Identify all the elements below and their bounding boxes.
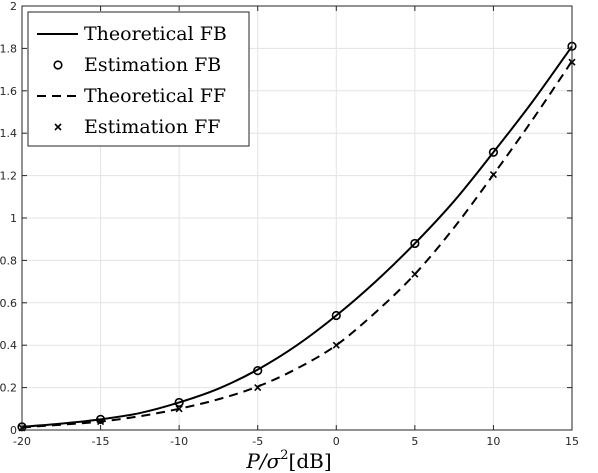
data-point-x-stroke (54, 123, 62, 131)
x-tick-label: 10 (486, 435, 500, 448)
legend-item: Theoretical FB (37, 23, 227, 45)
grid (21, 5, 573, 431)
legend-label: Theoretical FF (84, 85, 226, 107)
data-point-circle (53, 60, 63, 70)
tick-labels: -20 -15 -10 -5 0 5 10 15 0 0.2 0.4 0.6 0.8 1 1.2 1.4 1.6… (0, 0, 579, 448)
x-tick-label: -10 (170, 435, 188, 448)
y-tick-label: 0.2 (0, 382, 17, 395)
y-tick-label: 2 (10, 0, 17, 13)
data-point-x (332, 341, 340, 349)
legend-label: Estimation FB (84, 54, 221, 76)
data-point-x (54, 123, 62, 131)
data-point-x-stroke (411, 270, 419, 278)
legend-item: Estimation FF (54, 116, 220, 138)
data-point-x (254, 384, 262, 392)
x-tick-label: -20 (13, 435, 31, 448)
data-point-x-stroke (332, 341, 340, 349)
y-tick-label: 0.6 (0, 297, 17, 310)
y-tick-label: 0.4 (0, 339, 17, 352)
x-tick-label: 0 (333, 435, 340, 448)
data-point-circle (410, 238, 420, 249)
y-tick-label: 0 (10, 424, 17, 437)
y-tick-label: 0.8 (0, 254, 17, 267)
axes (21, 5, 573, 431)
data-point-circle (174, 397, 184, 408)
legend-item: Theoretical FF (37, 85, 226, 107)
data-point-x-stroke (175, 405, 183, 413)
data-point-circle (253, 366, 263, 376)
x-tick-label: 5 (411, 435, 418, 448)
x-tick-label: -15 (92, 435, 110, 448)
x-axis-label: P/σ2[dB] (245, 448, 331, 473)
x-tick-label: 15 (565, 435, 579, 448)
y-tick-label: 1.8 (0, 42, 17, 55)
data-point-circle (95, 414, 106, 425)
series-0 (21, 45, 573, 428)
data-point-x-stroke (97, 417, 105, 426)
data-point-x-stroke (254, 384, 262, 392)
legend: Theoretical FB Estimation FB Theoretical F… (27, 11, 250, 147)
data-point-x (411, 270, 419, 278)
data-point-circle (331, 310, 341, 321)
data-point-x (175, 405, 183, 413)
series-2 (21, 60, 573, 429)
legend-label: Theoretical FB (84, 23, 227, 45)
series-line (21, 45, 573, 428)
y-tick-label: 1.6 (0, 85, 17, 98)
x-tick-label: -5 (252, 435, 263, 448)
data-point-x-stroke (489, 170, 497, 179)
series-layer (17, 41, 577, 432)
series-line (21, 60, 573, 429)
y-tick-label: 1 (10, 212, 17, 225)
y-tick-label: 1.2 (0, 170, 17, 183)
legend-item: Estimation FB (53, 54, 221, 76)
y-tick-label: 1.4 (0, 127, 17, 140)
data-point-x (489, 170, 497, 179)
legend-label: Estimation FF (84, 116, 220, 138)
series-3 (18, 58, 576, 432)
data-point-circle (488, 147, 499, 157)
data-point-x (97, 417, 105, 426)
